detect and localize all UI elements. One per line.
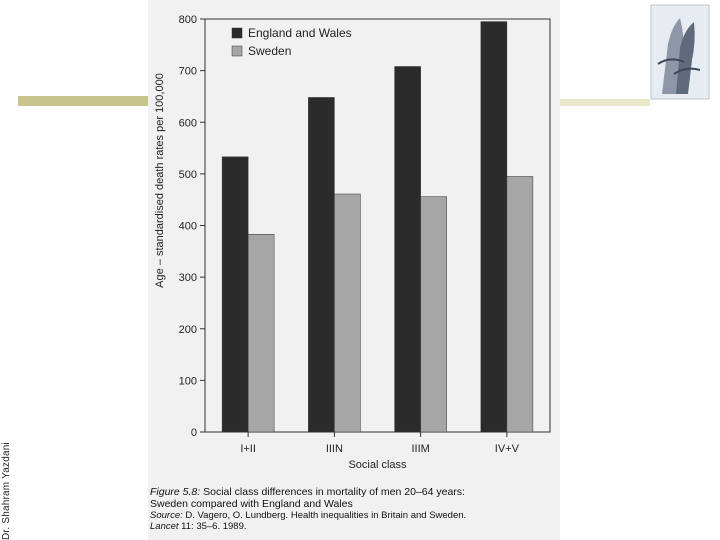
source-text: D. Vagero, O. Lundberg. Health inequalit… (185, 510, 467, 521)
bar-england-wales (308, 97, 335, 433)
legend-label: England and Wales (248, 26, 352, 40)
source-label: Source: (150, 510, 183, 521)
legend-label: Sweden (248, 44, 291, 58)
legend-swatch (231, 45, 243, 57)
caption-line-1: Social class differences in mortality of… (203, 486, 465, 498)
y-tick-label: 800 (179, 14, 197, 26)
y-tick-label: 400 (179, 221, 197, 233)
y-tick-label: 700 (179, 66, 197, 78)
journal-label: Lancet (150, 521, 179, 532)
hands-prayer-logo-icon (650, 4, 710, 100)
y-tick-label: 200 (179, 324, 197, 336)
bar-sweden (247, 234, 275, 433)
y-tick-label: 500 (179, 169, 197, 181)
x-tick-label: IV+V (495, 443, 520, 455)
caption-line-2: Sweden compared with England and Wales (150, 498, 353, 510)
y-axis-title: Age – standardised death rates per 100,0… (154, 73, 166, 288)
y-tick-label: 100 (179, 375, 197, 387)
legend: England and Wales Sweden (231, 26, 352, 58)
x-tick-label: I+II (240, 443, 256, 455)
x-tick-label: IIIN (326, 443, 343, 455)
bar-chart: 0 100 200 300 400 500 600 700 800 Age – standardi… (154, 14, 551, 471)
bar-sweden (420, 196, 447, 433)
accent-bar (18, 96, 168, 106)
figure-label: Figure 5.8: (150, 486, 201, 498)
bar-sweden (334, 193, 361, 433)
bar-sweden (506, 176, 534, 433)
accent-bar-right (555, 99, 650, 106)
x-axis: I+II IIIN IIIM IV+V Social class (240, 432, 520, 471)
y-tick-label: 600 (179, 117, 197, 129)
legend-swatch (231, 27, 243, 39)
bar-england-wales (394, 66, 421, 433)
y-tick-label: 300 (179, 272, 197, 284)
y-axis: 0 100 200 300 400 500 600 700 800 Age – standardi… (154, 14, 551, 439)
bar-england-wales (221, 156, 249, 433)
journal-text: 11: 35–6. 1989. (181, 521, 247, 532)
author-vertical-label: Dr. Shahram Yazdani (1, 442, 12, 540)
x-tick-label: IIIM (411, 443, 429, 455)
x-axis-title: Social class (348, 459, 407, 471)
y-tick-label: 0 (191, 427, 197, 439)
bars (221, 21, 534, 433)
figure-caption: Figure 5.8: Social class differences in … (150, 486, 550, 532)
bar-england-wales (480, 21, 508, 433)
